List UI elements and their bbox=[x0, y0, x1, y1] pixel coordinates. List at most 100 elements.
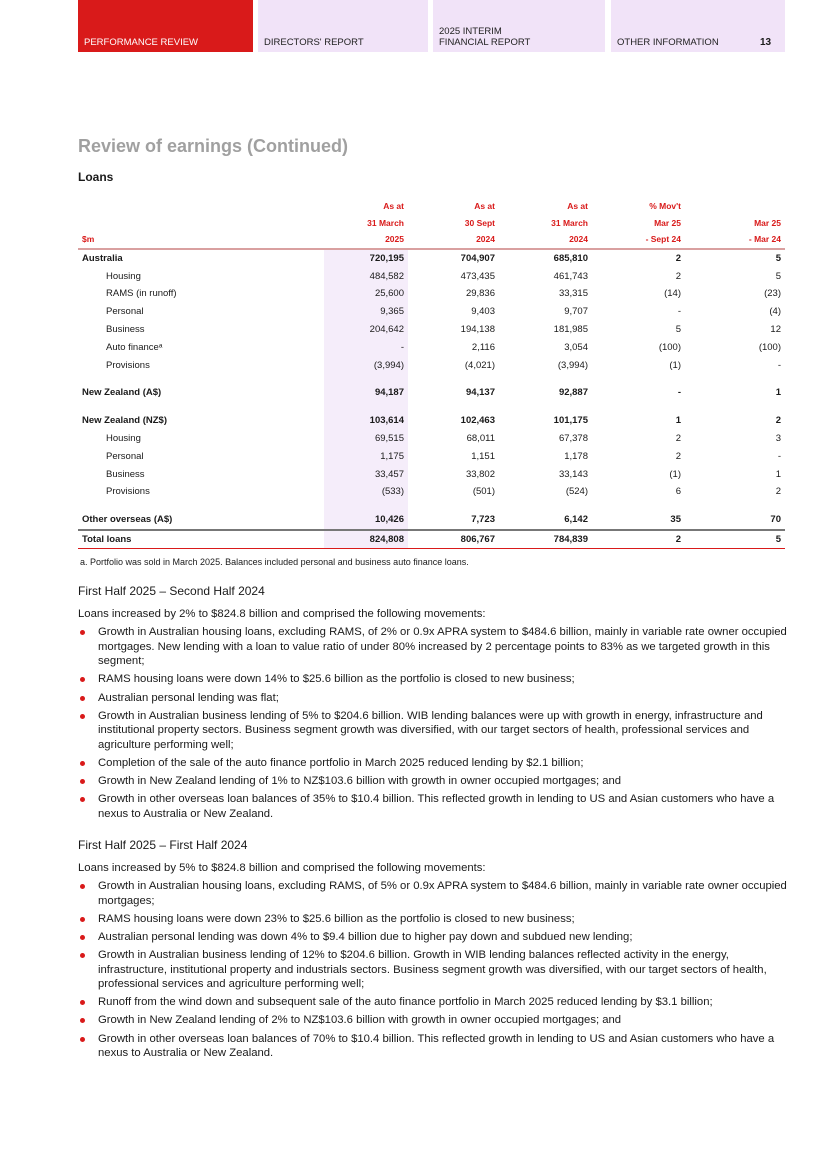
table-row: RAMS (in runoff) 25,600 29,836 33,315 (14) (2… bbox=[78, 285, 785, 303]
bullet-item: Growth in Australian business lending of… bbox=[78, 709, 788, 753]
table-header-row: As at As at As at % Mov't bbox=[78, 198, 785, 215]
bullet-item: Completion of the sale of the auto finan… bbox=[78, 756, 788, 771]
column-header bbox=[78, 198, 324, 215]
row-label: Australia bbox=[82, 252, 123, 264]
table-row: Provisions (3,994) (4,021) (3,994) (1) - bbox=[78, 356, 785, 375]
cell-value: - bbox=[677, 306, 681, 318]
bullet-item: Growth in Australian housing loans, excl… bbox=[78, 879, 788, 908]
table-row: Housing 69,515 68,011 67,378 2 3 bbox=[78, 429, 785, 448]
cell-value: 685,810 bbox=[553, 252, 588, 264]
bullet-item: Growth in other overseas loan balances o… bbox=[78, 1032, 788, 1061]
cell-value: - bbox=[777, 450, 781, 462]
cell-value: 102,463 bbox=[460, 415, 495, 427]
cell-value: 94,187 bbox=[324, 384, 408, 402]
cell-value: 194,138 bbox=[460, 324, 495, 336]
cell-value: 2 bbox=[675, 252, 681, 264]
commentary-h1-vs-h1: First Half 2025 – First Half 2024 Loans i… bbox=[78, 838, 788, 1064]
table-row: Business 33,457 33,802 33,143 (1) 1 bbox=[78, 465, 785, 484]
cell-value: 29,836 bbox=[465, 288, 495, 300]
table-header-row: 31 March 30 Sept 31 March Mar 25 Mar 25 bbox=[78, 215, 785, 232]
bullet-item: RAMS housing loans were down 14% to $25.… bbox=[78, 672, 788, 687]
table-row: Personal 9,365 9,403 9,707 - (4) bbox=[78, 302, 785, 321]
cell-value: 33,315 bbox=[558, 288, 588, 300]
cell-value: 10,426 bbox=[324, 510, 408, 531]
row-label: New Zealand (A$) bbox=[82, 387, 162, 399]
row-label: Provisions bbox=[106, 359, 150, 371]
cell-value: 720,195 bbox=[324, 248, 408, 268]
row-label: New Zealand (NZ$) bbox=[82, 415, 167, 427]
cell-value: 204,642 bbox=[324, 320, 408, 339]
subsection-heading: First Half 2025 – First Half 2024 bbox=[78, 838, 248, 852]
cell-value: 1 bbox=[675, 415, 681, 427]
intro-text: Loans increased by 5% to $824.8 billion … bbox=[78, 861, 486, 874]
column-header: % Mov't bbox=[649, 201, 681, 212]
table-header-row: $m 2025 2024 2024- Sept 24- Mar 24 bbox=[78, 231, 785, 250]
table-row: Housing 484,582 473,435 461,743 2 5 bbox=[78, 267, 785, 286]
bullet-item: Australian personal lending was flat; bbox=[78, 691, 788, 706]
cell-value: 25,600 bbox=[324, 285, 408, 303]
commentary-h1-vs-h2: First Half 2025 – Second Half 2024 Loans … bbox=[78, 584, 788, 825]
bullet-item: Growth in Australian housing loans, excl… bbox=[78, 625, 788, 669]
cell-value: 784,839 bbox=[499, 529, 592, 550]
row-label: Personal bbox=[106, 306, 144, 318]
cell-value: 67,378 bbox=[558, 433, 588, 445]
cell-value: 3,054 bbox=[564, 341, 588, 353]
tab-directors-report[interactable]: DIRECTORS' REPORT bbox=[258, 0, 428, 52]
cell-value: 2 bbox=[675, 270, 681, 282]
tab-performance-review[interactable]: PERFORMANCE REVIEW bbox=[78, 0, 253, 52]
column-header: 30 Sept bbox=[464, 217, 495, 228]
cell-value: 1,151 bbox=[471, 450, 495, 462]
cell-value: (3,994) bbox=[557, 359, 588, 371]
cell-value: 101,175 bbox=[553, 415, 588, 427]
cell-value: 2 bbox=[675, 433, 681, 445]
cell-value: (4) bbox=[769, 306, 781, 318]
tab-interim-financial-report[interactable]: 2025 INTERIM FINANCIAL REPORT bbox=[433, 0, 605, 52]
row-label: Personal bbox=[106, 450, 144, 462]
row-label: Housing bbox=[106, 270, 141, 282]
cell-value: 9,365 bbox=[324, 302, 408, 321]
column-header: Mar 25 bbox=[654, 217, 681, 228]
cell-value: (100) bbox=[758, 341, 781, 353]
cell-value: 9,403 bbox=[471, 306, 495, 318]
cell-value: 1,178 bbox=[564, 450, 588, 462]
column-header: As at bbox=[474, 201, 495, 212]
table-row: Other overseas (A$) 10,426 7,723 6,142 35 70 bbox=[78, 510, 785, 531]
row-label: Other overseas (A$) bbox=[78, 510, 324, 531]
cell-value: - bbox=[777, 359, 781, 371]
bullet-item: Growth in New Zealand lending of 2% to N… bbox=[78, 1013, 788, 1028]
column-header: 2024 bbox=[408, 231, 499, 250]
footnote: a. Portfolio was sold in March 2025. Bal… bbox=[80, 557, 469, 567]
cell-value: (23) bbox=[764, 288, 781, 300]
column-header: 31 March bbox=[367, 217, 404, 228]
cell-value: 5 bbox=[775, 252, 781, 264]
row-label: Provisions bbox=[106, 486, 150, 498]
table-row: Personal 1,175 1,151 1,178 2 - bbox=[78, 447, 785, 466]
cell-value: (3,994) bbox=[324, 356, 408, 375]
row-label: Total loans bbox=[78, 529, 324, 550]
subsection-heading: First Half 2025 – Second Half 2024 bbox=[78, 584, 265, 598]
cell-value: 181,985 bbox=[553, 324, 588, 336]
table-row: New Zealand (NZ$) 103,614 102,463 101,175 1 2 bbox=[78, 411, 785, 430]
cell-value: 5 bbox=[685, 529, 785, 550]
cell-value: 2 bbox=[592, 529, 685, 550]
tab-other-information[interactable]: OTHER INFORMATION bbox=[611, 0, 785, 52]
cell-value: 33,802 bbox=[465, 468, 495, 480]
bullet-item: RAMS housing loans were down 23% to $25.… bbox=[78, 912, 788, 927]
row-label: Business bbox=[106, 324, 145, 336]
cell-value: (4,021) bbox=[464, 359, 495, 371]
cell-value: 33,143 bbox=[558, 468, 588, 480]
cell-value: 1 bbox=[775, 387, 781, 399]
cell-value: 806,767 bbox=[408, 529, 499, 550]
bullet-item: Growth in New Zealand lending of 1% to N… bbox=[78, 774, 788, 789]
bullet-list: Growth in Australian housing loans, excl… bbox=[78, 625, 788, 821]
column-header: 31 March bbox=[551, 217, 588, 228]
bullet-item: Growth in other overseas loan balances o… bbox=[78, 792, 788, 821]
page-title: Review of earnings (Continued) bbox=[78, 136, 349, 156]
cell-value: 1,175 bbox=[324, 447, 408, 466]
cell-value: 1 bbox=[775, 468, 781, 480]
table-row: Provisions (533) (501) (524) 6 2 bbox=[78, 483, 785, 501]
cell-value: 2,116 bbox=[471, 341, 495, 353]
cell-value: 70 bbox=[685, 510, 785, 531]
row-label: Business bbox=[106, 468, 145, 480]
bullet-item: Australian personal lending was down 4% … bbox=[78, 930, 788, 945]
